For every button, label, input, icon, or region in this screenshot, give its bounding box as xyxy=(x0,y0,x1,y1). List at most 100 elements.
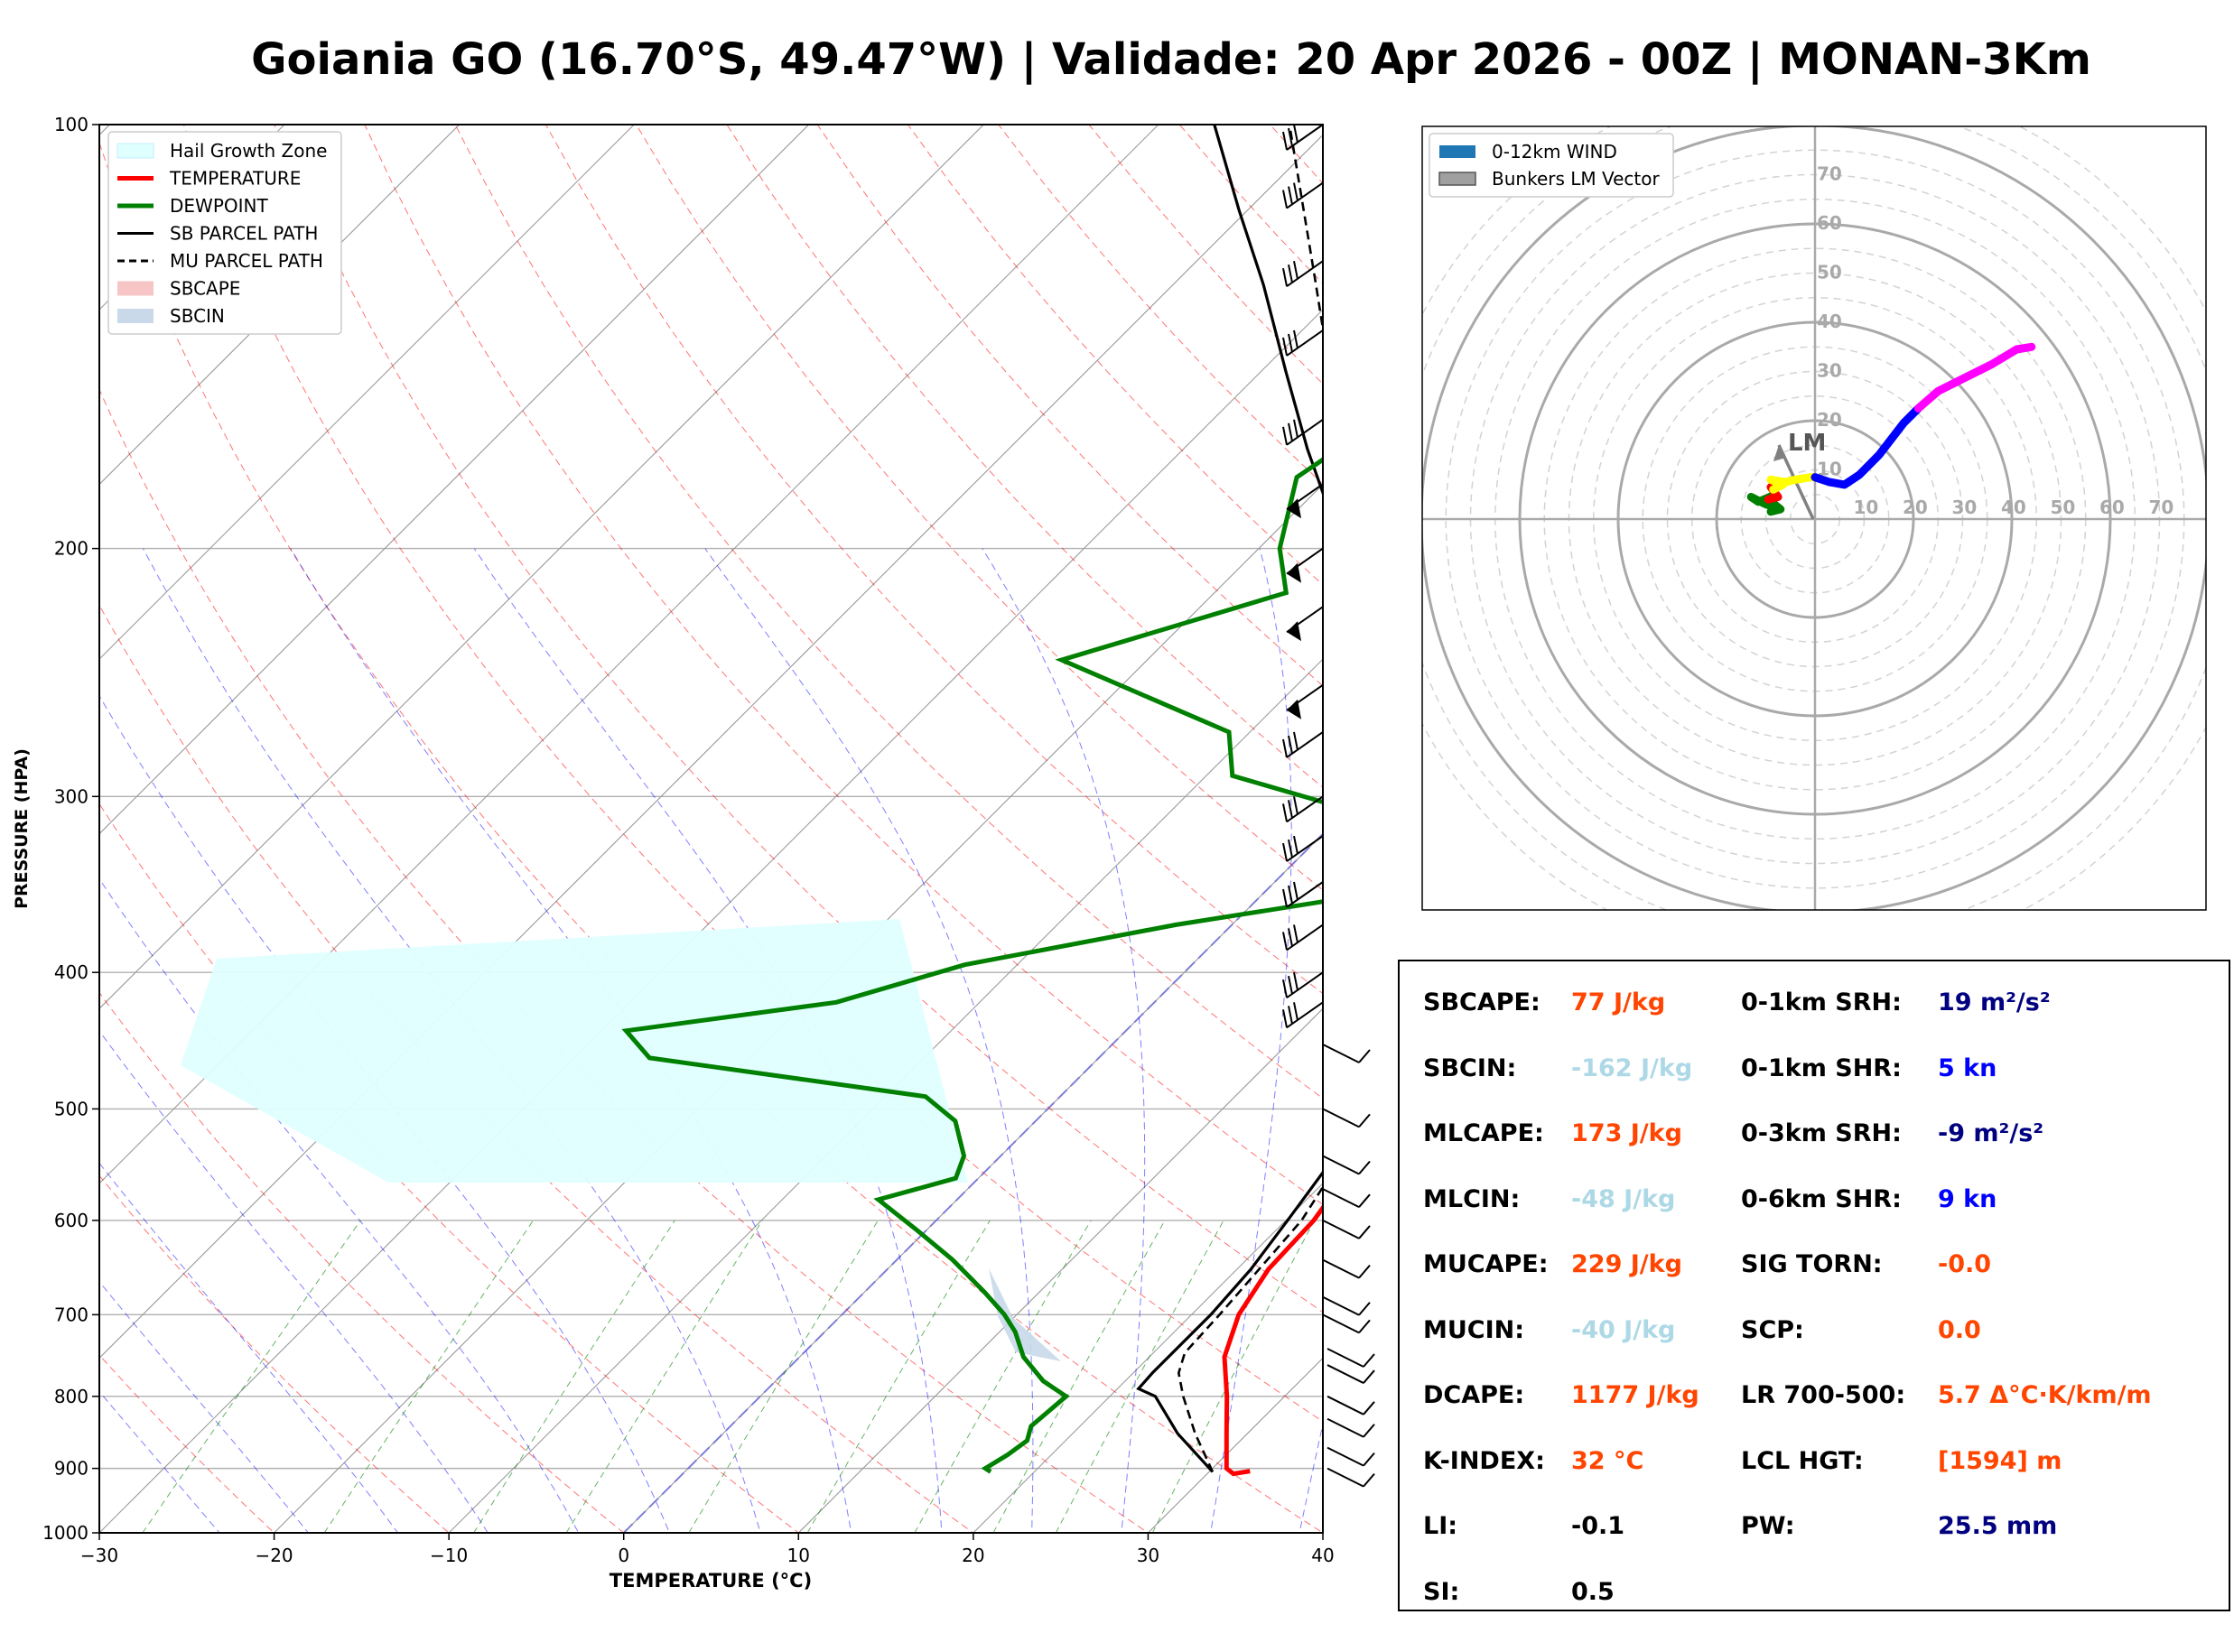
index-label: 0-6km SHR: xyxy=(1741,1184,1902,1213)
index-value: 0.5 xyxy=(1571,1577,1615,1606)
dry-adiabat xyxy=(99,991,625,1533)
moist-adiabat xyxy=(99,1162,399,1533)
wind-barb xyxy=(1286,483,1324,519)
wind-barb xyxy=(1326,1348,1375,1368)
legend-label: DEWPOINT xyxy=(170,195,268,217)
dry-adiabat xyxy=(99,604,974,1533)
isotherm xyxy=(99,125,1159,1184)
index-label: DCAPE: xyxy=(1423,1381,1525,1409)
dry-adiabat xyxy=(364,125,1323,1205)
legend-label: Hail Growth Zone xyxy=(170,140,327,162)
wind-barb xyxy=(1322,1044,1371,1063)
dewpoint-line xyxy=(621,457,1323,1474)
y-tick-label: 800 xyxy=(54,1386,88,1407)
x-tick-label: 30 xyxy=(1137,1545,1159,1566)
moist-adiabat xyxy=(704,548,1034,1533)
index-value: 1177 J/kg xyxy=(1571,1381,1699,1409)
wind-barb xyxy=(1322,1220,1371,1239)
x-axis-label: TEMPERATURE (°C) xyxy=(610,1570,812,1592)
dry-adiabat xyxy=(99,141,1323,1533)
y-tick-label: 1000 xyxy=(42,1522,88,1544)
mixing-ratio-line xyxy=(323,1220,534,1533)
moist-adiabat xyxy=(1210,548,1292,1533)
chart-title: Goiania GO (16.70°S, 49.47°W) | Validade… xyxy=(251,34,2091,85)
moist-adiabat xyxy=(99,1030,489,1533)
y-tick-label: 500 xyxy=(54,1098,88,1119)
dry-adiabat xyxy=(99,1354,275,1533)
mixing-ratio-line xyxy=(806,1220,991,1533)
y-axis-label: PRESSURE (HPA) xyxy=(12,748,32,909)
wind-barb xyxy=(1282,971,1324,999)
index-label: MUCAPE: xyxy=(1423,1250,1549,1278)
moist-adiabat xyxy=(290,548,852,1533)
y-tick-label: 900 xyxy=(54,1458,88,1480)
wind-barb xyxy=(1322,1313,1371,1334)
legend-label: SBCAPE xyxy=(170,278,240,300)
index-value: 0.0 xyxy=(1938,1315,1981,1344)
index-label: MLCIN: xyxy=(1423,1184,1521,1213)
temperature-line xyxy=(1222,1203,1323,1477)
wind-barb xyxy=(1282,881,1324,908)
dry-adiabat xyxy=(636,125,1323,891)
index-label: 0-3km SRH: xyxy=(1741,1119,1902,1147)
wind-barb xyxy=(1282,124,1324,151)
isotherm xyxy=(797,1007,1323,1533)
index-label: SCP: xyxy=(1741,1315,1804,1344)
index-value: -40 J/kg xyxy=(1571,1315,1676,1344)
index-label: K-INDEX: xyxy=(1423,1446,1545,1475)
legend-swatch xyxy=(116,143,154,159)
index-value: 5 kn xyxy=(1938,1053,1997,1082)
index-value: 32 °C xyxy=(1571,1446,1644,1475)
indices-panel: SBCAPE: 77 J/kg SBCIN: -162 J/kg MLCAPE: 173 … xyxy=(1398,960,2230,1611)
wind-barb xyxy=(1326,1467,1375,1488)
x-tick-label: 10 xyxy=(787,1545,810,1566)
y-tick-label: 100 xyxy=(54,114,88,135)
y-tick-label: 400 xyxy=(54,961,88,983)
wind-barb xyxy=(1282,835,1324,862)
wind-barb xyxy=(1326,1364,1375,1384)
legend-label: SBCIN xyxy=(170,305,225,327)
y-tick-label: 200 xyxy=(54,538,88,560)
legend-label: SB PARCEL PATH xyxy=(170,223,318,245)
index-label: 0-1km SHR: xyxy=(1741,1053,1902,1082)
mixing-ratio-line xyxy=(473,1220,675,1533)
index-label: SI: xyxy=(1423,1577,1460,1606)
wind-barb xyxy=(1326,1395,1375,1415)
moist-adiabat xyxy=(142,548,761,1533)
wind-barb xyxy=(1282,329,1324,357)
sb-parcel-path xyxy=(1136,125,1323,1473)
dry-adiabat xyxy=(726,125,1323,788)
isotherm xyxy=(274,483,1323,1533)
legend-swatch xyxy=(117,309,154,323)
index-label: LCL HGT: xyxy=(1741,1446,1864,1475)
wind-barb xyxy=(1322,1295,1371,1316)
x-tick-label: −30 xyxy=(80,1545,118,1566)
x-tick-label: −20 xyxy=(255,1545,293,1566)
y-tick-label: 600 xyxy=(54,1210,88,1231)
mixing-ratio-line xyxy=(565,1220,763,1533)
mixing-ratio-line xyxy=(1151,1220,1316,1533)
y-tick-label: 300 xyxy=(54,785,88,807)
index-value: 77 J/kg xyxy=(1571,988,1666,1016)
wind-barb xyxy=(1282,1001,1324,1029)
index-value: -162 J/kg xyxy=(1571,1053,1693,1082)
moist-adiabat xyxy=(99,694,670,1533)
index-label: SIG TORN: xyxy=(1741,1250,1883,1278)
freezing-isotherm xyxy=(623,832,1323,1533)
moist-adiabat xyxy=(982,548,1146,1533)
legend-label: MU PARCEL PATH xyxy=(170,250,323,272)
wind-barb xyxy=(1286,606,1324,642)
skew-t-frame xyxy=(98,124,1324,1534)
wind-barb xyxy=(1282,923,1324,951)
index-label: SBCIN: xyxy=(1423,1053,1517,1082)
wind-barb xyxy=(1286,683,1324,719)
index-value: -0.0 xyxy=(1938,1250,1992,1278)
dry-adiabat xyxy=(99,803,800,1533)
wind-barb xyxy=(1322,1258,1371,1279)
x-tick-label: 0 xyxy=(618,1545,629,1566)
isotherm xyxy=(99,125,810,835)
dry-adiabat xyxy=(274,125,1323,1313)
mixing-ratio-line xyxy=(688,1220,879,1533)
index-value: -9 m²/s² xyxy=(1938,1119,2044,1147)
index-label: MUCIN: xyxy=(1423,1315,1525,1344)
